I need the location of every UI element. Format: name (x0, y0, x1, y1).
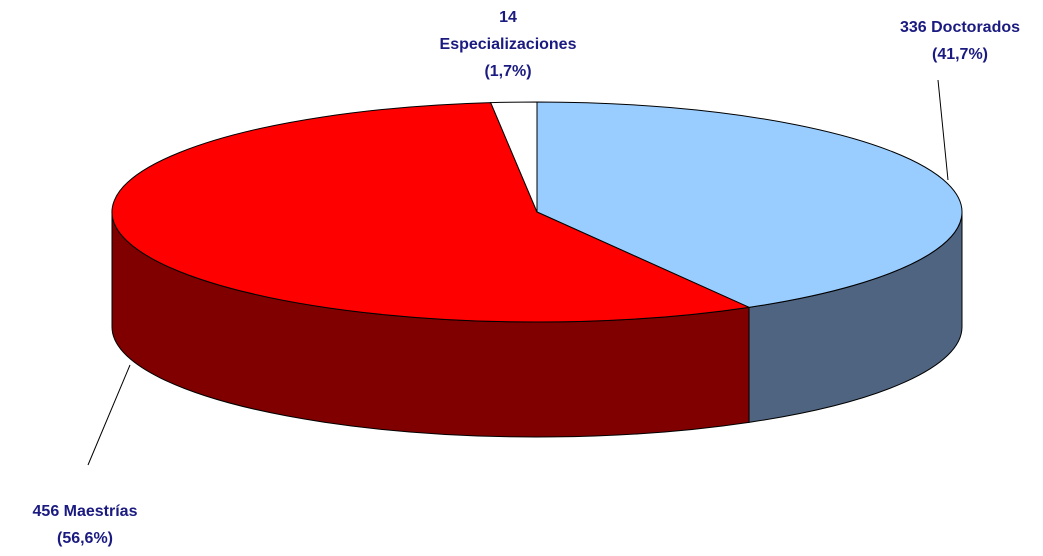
data-label: 336 Doctorados (900, 19, 1020, 36)
data-label: Especializaciones (440, 36, 577, 53)
data-label: 14 (499, 9, 517, 26)
leader-line (87, 364, 131, 466)
data-label: (56,6%) (57, 530, 113, 547)
data-label: 456 Maestrías (33, 503, 138, 520)
slice (111, 102, 751, 323)
leader-line (937, 79, 949, 181)
slice (536, 101, 963, 308)
data-label: (41,7%) (932, 46, 988, 63)
data-label: (1,7%) (484, 63, 531, 80)
slice (489, 101, 538, 213)
